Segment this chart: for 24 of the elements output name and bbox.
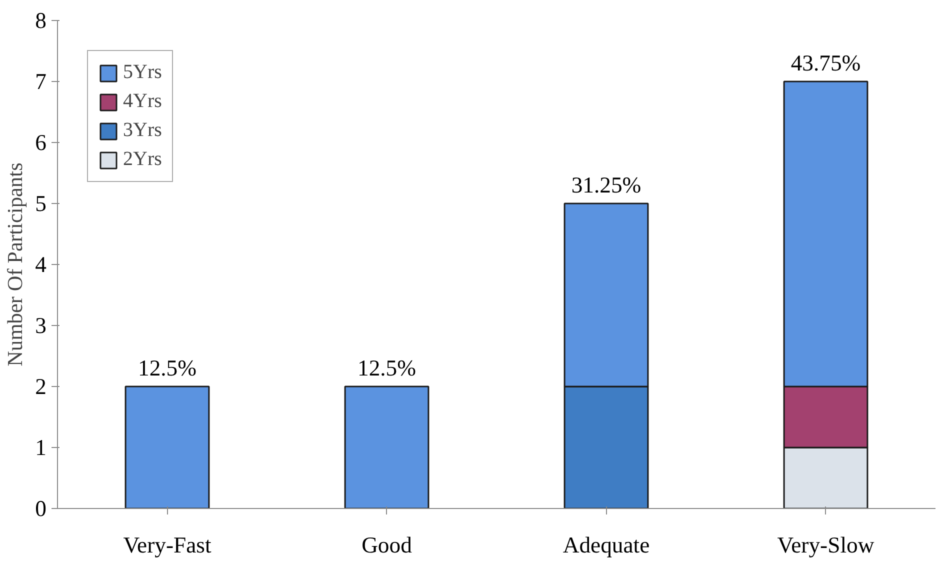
x-tick-label: Adequate xyxy=(562,532,650,558)
legend-label: 5Yrs xyxy=(123,61,162,84)
annotation: 12.5% xyxy=(138,356,197,380)
legend-label: 4Yrs xyxy=(123,90,162,113)
y-tick-label: 7 xyxy=(35,69,46,94)
x-tick-label: Very-Slow xyxy=(777,532,875,558)
y-tick-label: 5 xyxy=(35,191,46,216)
y-tick-label: 0 xyxy=(35,496,46,521)
x-tick-label: Good xyxy=(362,532,413,558)
bar xyxy=(344,386,430,508)
annotation: 12.5% xyxy=(357,356,416,380)
legend-label: 2Yrs xyxy=(123,148,162,171)
y-tick-label: 2 xyxy=(35,374,46,399)
annotation: 31.25% xyxy=(571,172,642,198)
y-tick-label: 8 xyxy=(35,8,46,33)
y-tick-label: 6 xyxy=(35,130,46,155)
y-tick-label: 3 xyxy=(35,313,46,338)
x-tick-label: Very-Fast xyxy=(123,532,212,558)
y-axis-title: Number Of Participants xyxy=(3,162,28,366)
y-tick-label: 4 xyxy=(35,252,46,277)
bar xyxy=(124,386,210,508)
y-tick-label: 1 xyxy=(35,435,46,460)
annotation: 43.75% xyxy=(790,50,861,76)
legend-label: 3Yrs xyxy=(123,119,162,142)
